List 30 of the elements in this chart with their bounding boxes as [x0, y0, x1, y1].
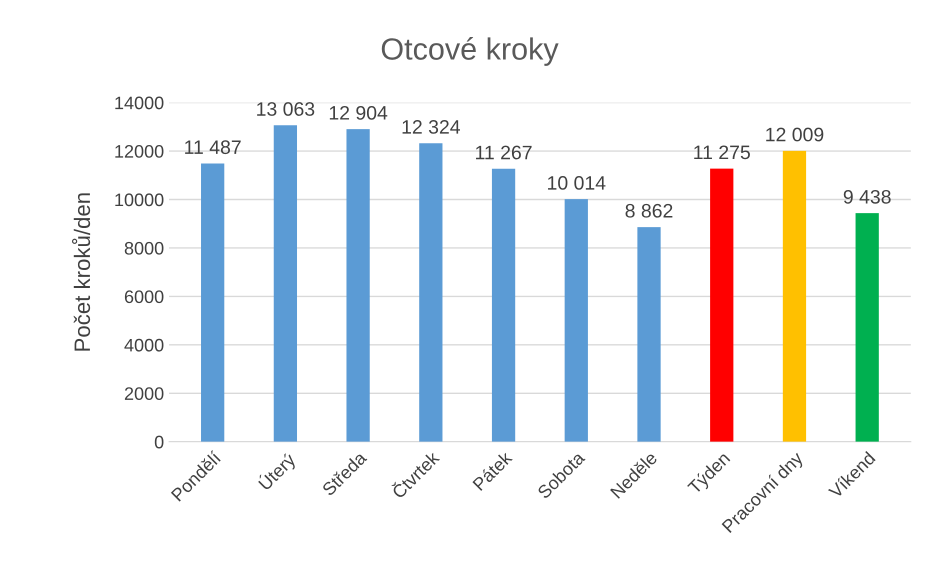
- data-label: 12 324: [402, 120, 460, 134]
- y-tick-label: 4000: [124, 338, 164, 352]
- data-label: 12 904: [330, 106, 388, 120]
- bar: [564, 199, 588, 442]
- bar: [492, 168, 516, 442]
- data-label: 11 275: [694, 145, 750, 160]
- bar: [201, 163, 224, 442]
- y-tick-label: 12000: [115, 144, 164, 158]
- data-label: 12 009: [766, 128, 824, 142]
- y-tick-label: 14000: [115, 96, 164, 110]
- data-label: 10 014: [548, 176, 606, 190]
- bar: [419, 143, 442, 442]
- data-label: 8 862: [626, 204, 672, 218]
- bar: [710, 168, 734, 442]
- bar: [856, 213, 879, 442]
- y-tick-label: 6000: [124, 290, 164, 304]
- y-tick-label: 2000: [124, 387, 164, 400]
- y-tick-label: 0: [154, 436, 164, 448]
- data-label: 11 267: [476, 146, 532, 160]
- chart-title: Otcové kroky: [382, 37, 559, 66]
- bar: [346, 129, 370, 442]
- bar: [637, 227, 661, 442]
- y-tick-label: 10000: [115, 193, 164, 206]
- data-label: 13 063: [257, 102, 314, 116]
- y-tick-label: 8000: [124, 242, 164, 255]
- data-label: 11 487: [185, 140, 241, 154]
- bar: [782, 150, 806, 442]
- data-label: 9 438: [844, 190, 891, 204]
- y-axis-title: Počet kroků/den: [72, 193, 90, 351]
- bar: [274, 125, 298, 442]
